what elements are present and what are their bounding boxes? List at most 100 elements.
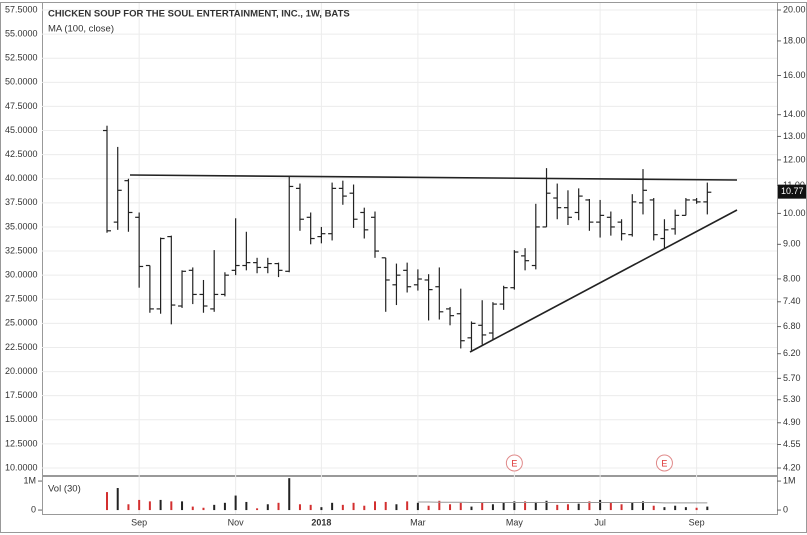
marks [103, 125, 712, 511]
volume-bar [459, 502, 462, 511]
volume-bar [642, 501, 644, 511]
volume-bar [545, 500, 548, 511]
y-tick-label: 35.0000 [5, 221, 38, 231]
y-tick-label: 25.0000 [5, 318, 38, 328]
y-tick-label: 10.0000 [5, 462, 38, 472]
volume-bar [620, 504, 623, 511]
y-tick-label-left: 0 [31, 504, 36, 514]
last-price-box [778, 184, 806, 199]
volume-bar [234, 495, 237, 511]
y-tick-label: 15.0000 [5, 414, 38, 424]
y2-tick-label: 6.80 [783, 321, 801, 331]
last-price-label: 10.77 [781, 186, 804, 196]
volume-bar [138, 499, 141, 511]
y2-tick-label: 5.70 [783, 373, 801, 383]
volume-bar [684, 507, 687, 511]
y-tick-label: 45.0000 [5, 125, 38, 135]
volume-bar [706, 506, 709, 511]
x-tick-label: Sep [689, 517, 705, 527]
volume-bar [127, 504, 130, 511]
volume-bar [695, 507, 698, 511]
x-tick-label: Nov [228, 517, 245, 527]
indicator-label: MA (100, close) [48, 24, 114, 35]
volume-bar [320, 507, 323, 511]
y-tick-label: 0 [783, 504, 788, 514]
volume-bar [341, 504, 344, 511]
volume-bar [663, 507, 666, 511]
volume-bar [223, 502, 226, 511]
y2-tick-label: 4.90 [783, 417, 801, 427]
volume-bar [256, 508, 259, 511]
volume-bar [513, 501, 516, 511]
x-tick-label: 2018 [311, 517, 331, 527]
y2-tick-label: 9.00 [783, 239, 801, 249]
volume-bar [191, 506, 194, 511]
event-marker [655, 454, 673, 472]
volume-bar [438, 500, 441, 511]
y2-tick-label: 16.00 [783, 70, 806, 80]
volume-bar [406, 501, 409, 511]
y-tick-label: 20.0000 [5, 366, 38, 376]
volume-bar [181, 501, 184, 511]
volume-bar [674, 505, 677, 511]
volume-bar [298, 504, 301, 511]
volume-bar [374, 501, 376, 511]
y-tick-label: 52.5000 [5, 53, 38, 63]
y2-tick-label: 14.00 [783, 109, 806, 119]
volume-bar [277, 502, 280, 511]
y-tick-label: 47.5000 [5, 101, 38, 111]
volume-bar [106, 492, 108, 511]
y-tick-label: 1M [783, 475, 796, 485]
volume-panel [42, 476, 778, 515]
volume-bar [170, 501, 173, 511]
y2-tick-label: 20.00 [783, 4, 806, 14]
event-marker [505, 454, 523, 472]
y2-tick-label: 12.00 [783, 154, 806, 164]
volume-bar [363, 505, 366, 511]
y-tick-label: 37.5000 [5, 197, 38, 207]
x-tick-label: Jul [594, 517, 606, 527]
volume-ma-line [417, 501, 708, 504]
volume-bar [491, 504, 494, 511]
y2-tick-label: 4.55 [783, 439, 801, 449]
y-tick-label: 42.5000 [5, 149, 38, 159]
volume-bar [416, 502, 419, 511]
y2-tick-label: 13.00 [783, 131, 806, 141]
volume-bar [566, 504, 569, 511]
x-tick-label: Mar [410, 517, 426, 527]
volume-bar [631, 502, 634, 511]
volume-bar [116, 488, 119, 511]
volume-bar [427, 505, 430, 511]
volume-bar [556, 504, 559, 511]
y-tick-label-left: 1M [23, 475, 36, 485]
y-tick-label: 40.0000 [5, 173, 38, 183]
y-tick-label: 17.5000 [5, 390, 38, 400]
volume-label: Vol (30) [48, 484, 81, 495]
y-tick-label: 22.5000 [5, 342, 38, 352]
volume-bar [588, 501, 591, 511]
event-label: E [661, 458, 667, 468]
volume-bar [148, 501, 151, 511]
y-tick-label: 32.5000 [5, 245, 38, 255]
volume-bar [331, 502, 334, 511]
volume-bar [266, 504, 269, 511]
volume-bar [599, 499, 602, 511]
y2-tick-label: 8.00 [783, 273, 801, 283]
y-tick-label: 12.5000 [5, 438, 38, 448]
y-tick-label: 55.0000 [5, 28, 38, 38]
volume-bar [652, 505, 655, 511]
resistance-trendline [129, 174, 738, 181]
y2-tick-label: 6.20 [783, 348, 801, 358]
volume-bar [481, 502, 484, 511]
x-tick-label: Sep [131, 517, 147, 527]
volume-bar [609, 502, 612, 511]
chart-title: CHICKEN SOUP FOR THE SOUL ENTERTAINMENT,… [48, 9, 350, 20]
y2-tick-label: 10.00 [783, 208, 806, 218]
y2-tick-label: 4.20 [783, 462, 801, 472]
event-label: E [511, 458, 517, 468]
volume-bar [395, 504, 398, 511]
volume-bar [449, 504, 452, 511]
volume-bar [159, 499, 162, 511]
